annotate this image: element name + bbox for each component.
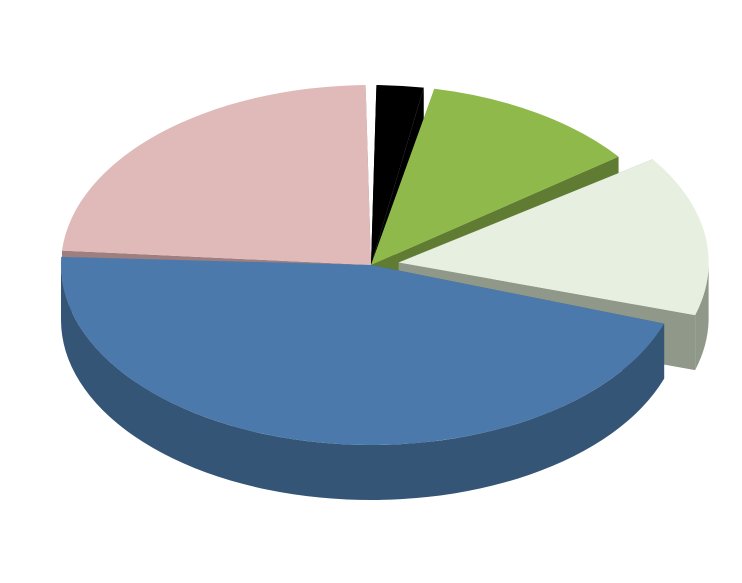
pie-3d-chart (0, 0, 742, 583)
pie-slice-top (62, 85, 371, 265)
